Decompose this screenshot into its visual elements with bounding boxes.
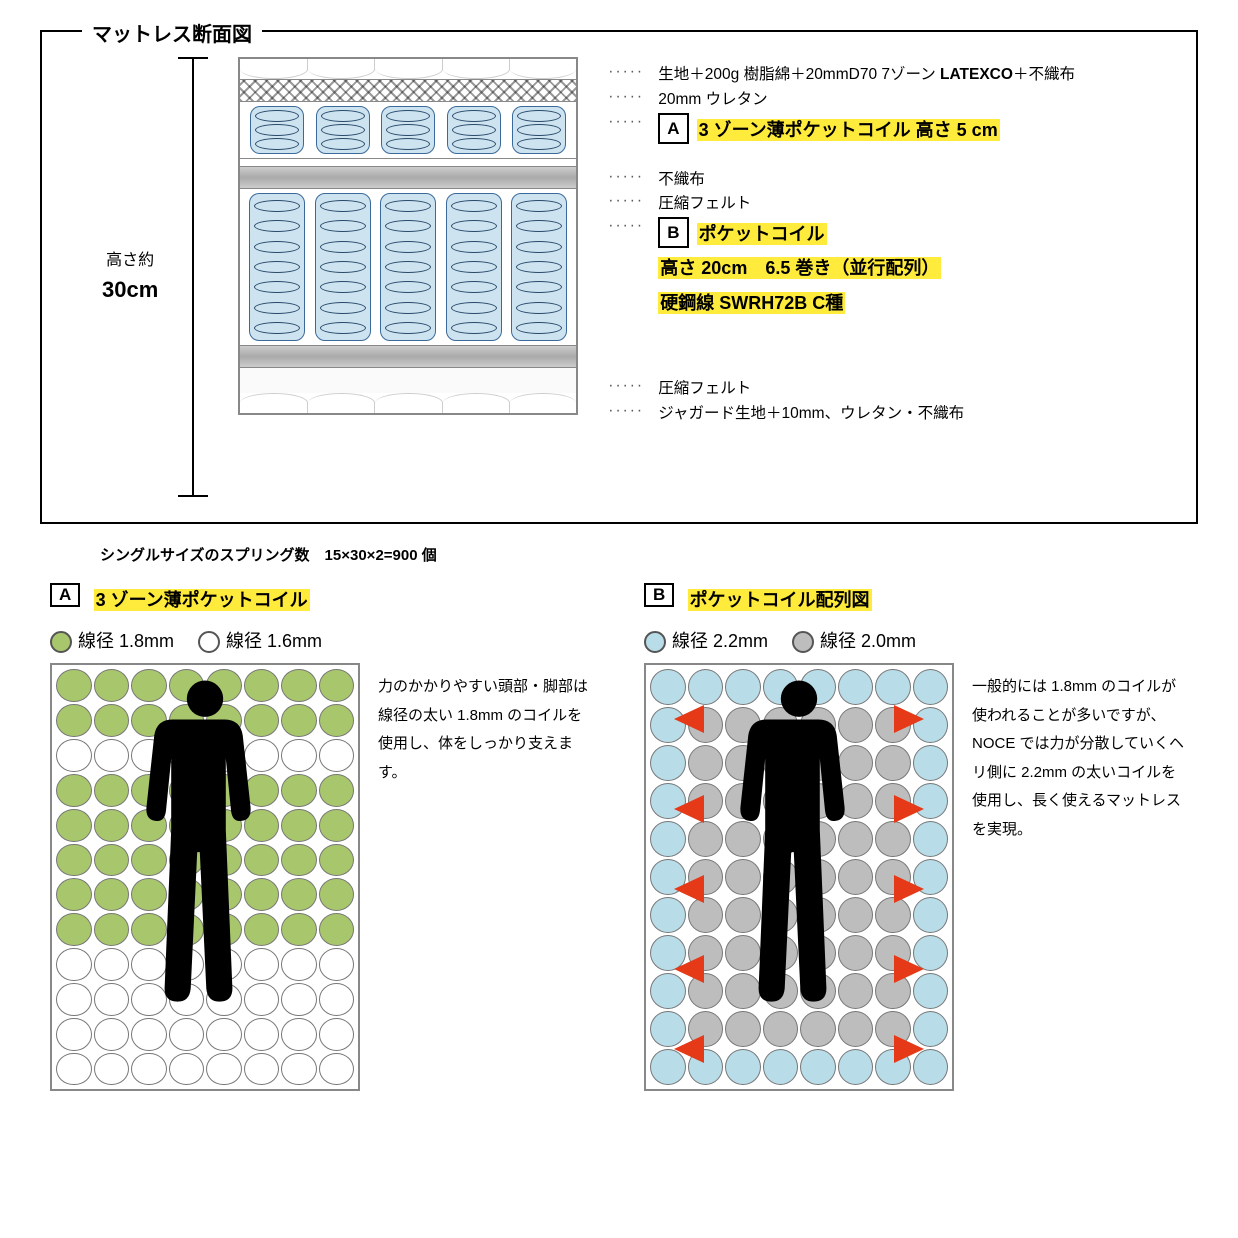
panel-b-legend: 線径 2.2mm線径 2.0mm [644, 627, 1188, 653]
panel-a-legend: 線径 1.8mm線径 1.6mm [50, 627, 594, 653]
panel-b-desc: 一般的には 1.8mm のコイルが使われることが多いですが、NOCE では力が分… [972, 663, 1188, 1091]
dimension-indicator: 高さ約 30cm [102, 57, 208, 497]
dim-value: 30cm [102, 277, 158, 302]
panel-a-marker: A [50, 583, 80, 607]
coils-small-row [240, 101, 576, 158]
section-title: マットレス断面図 [82, 18, 262, 47]
layer-labels: ·····生地＋200g 樹脂綿＋20mmD70 7ゾーン LATEXCO＋不織… [608, 57, 1166, 432]
panel-b-marker: B [644, 583, 674, 607]
dim-prefix: 高さ約 [106, 252, 154, 269]
cross-section-frame: マットレス断面図 高さ約 30cm ·····生地＋200g 樹脂綿＋20mmD… [40, 30, 1198, 524]
panel-a-title: 3 ゾーン薄ポケットコイル [94, 589, 310, 611]
panel-b-grid [644, 663, 954, 1091]
panel-b-title: ポケットコイル配列図 [688, 589, 872, 611]
panel-a-grid [50, 663, 360, 1091]
mattress-diagram [238, 57, 578, 415]
panel-b: B ポケットコイル配列図 線径 2.2mm線径 2.0mm 一般的には 1.8m… [644, 583, 1188, 1091]
coils-big-row [240, 188, 576, 345]
spring-count-text: シングルサイズのスプリング数 15×30×2=900 個 [100, 544, 1198, 565]
panel-a: A 3 ゾーン薄ポケットコイル 線径 1.8mm線径 1.6mm 力のかかりやす… [50, 583, 594, 1091]
panel-a-desc: 力のかかりやすい頭部・脚部は線径の太い 1.8mm のコイルを使用し、体をしっか… [378, 663, 594, 1091]
